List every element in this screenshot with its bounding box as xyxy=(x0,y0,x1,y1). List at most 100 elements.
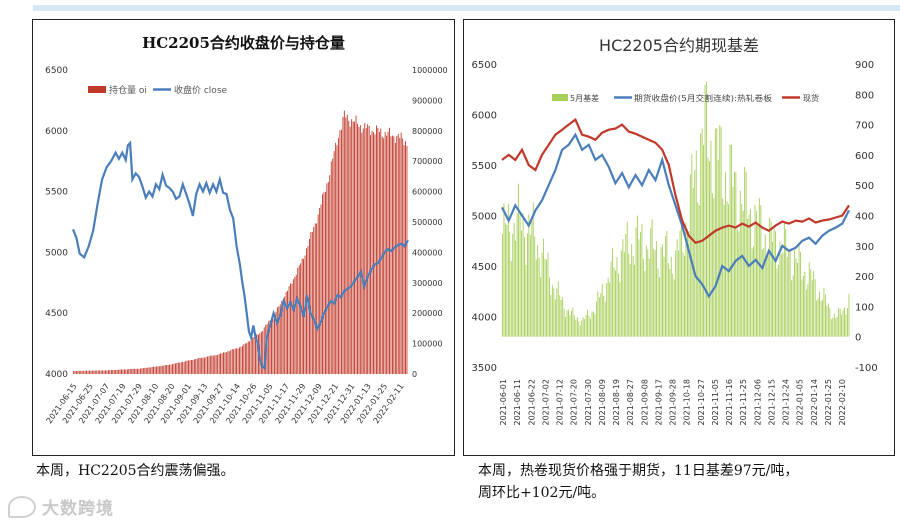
basis-bar xyxy=(819,291,820,337)
basis-bar xyxy=(566,310,568,337)
oi-bar xyxy=(313,227,315,374)
basis-bar xyxy=(758,198,760,337)
basis-bar xyxy=(573,315,575,337)
basis-bar xyxy=(594,314,596,337)
oi-bar xyxy=(240,346,242,374)
basis-bar xyxy=(731,144,732,337)
oi-bar xyxy=(212,355,214,374)
basis-bar xyxy=(783,221,785,337)
x-tick-label: 2021-07-02 xyxy=(541,379,550,426)
oi-bar xyxy=(374,134,376,374)
basis-bar xyxy=(620,250,622,337)
basis-bar xyxy=(569,315,571,337)
oi-bar xyxy=(151,367,153,374)
basis-bar xyxy=(565,317,566,337)
y-right-tick-label: 200000 xyxy=(412,309,443,318)
basis-bar xyxy=(584,319,586,337)
oi-bar xyxy=(275,311,277,374)
basis-bar xyxy=(804,271,806,337)
y-left-tick-label: 4000 xyxy=(472,313,497,324)
y-right-tick-label: 1000000 xyxy=(412,66,448,75)
oi-bar xyxy=(118,369,120,374)
basis-bar xyxy=(766,257,768,337)
oi-bar xyxy=(106,370,108,374)
y-right-tick-label: 700000 xyxy=(412,157,443,166)
basis-bar xyxy=(591,311,593,337)
oi-bar xyxy=(386,135,388,374)
basis-bar xyxy=(597,291,599,337)
oi-bar xyxy=(126,369,128,374)
oi-bar xyxy=(121,369,122,374)
oi-bar xyxy=(361,132,363,374)
basis-bar xyxy=(761,249,763,337)
basis-bar xyxy=(609,282,611,337)
basis-bar xyxy=(503,203,505,337)
y-right-tick-label: 400 xyxy=(855,212,874,223)
basis-bar xyxy=(623,252,625,337)
basis-bar xyxy=(613,267,615,337)
y-right-tick-label: 600 xyxy=(855,151,874,162)
y-right-tick-label: 300000 xyxy=(412,279,443,288)
basis-bar xyxy=(625,233,627,337)
basis-bar xyxy=(590,318,591,337)
y-right-tick-label: 900 xyxy=(855,60,874,71)
watermark-text: 大数跨境 xyxy=(42,499,114,519)
y-right-tick-label: 0 xyxy=(412,370,417,379)
oi-bar xyxy=(228,351,230,374)
x-tick-label: 2021-12-24 xyxy=(782,379,791,426)
oi-bar xyxy=(278,306,280,374)
x-tick-label: 2022-01-14 xyxy=(810,379,819,426)
oi-bar xyxy=(224,352,226,374)
basis-bar xyxy=(847,308,848,337)
basis-bar xyxy=(572,307,574,337)
basis-bar xyxy=(513,222,515,337)
basis-bar xyxy=(845,314,847,337)
basis-bar xyxy=(541,252,543,337)
basis-bar xyxy=(559,295,561,337)
basis-bar xyxy=(734,171,735,337)
basis-bar xyxy=(706,81,707,337)
oi-bar xyxy=(243,344,245,374)
futures-price-line xyxy=(501,132,850,299)
oi-bar xyxy=(83,370,85,374)
oi-bar xyxy=(128,369,130,374)
oi-bar xyxy=(319,207,321,374)
oi-bar xyxy=(242,346,243,374)
y-right-tick-label: 400000 xyxy=(412,248,443,257)
oi-bar xyxy=(246,343,248,374)
oi-bar xyxy=(205,357,207,374)
basis-bar xyxy=(745,171,747,337)
basis-bar xyxy=(619,282,621,337)
oi-bar xyxy=(338,137,339,374)
basis-bar xyxy=(622,239,624,337)
oi-bar xyxy=(134,368,136,374)
oi-bar xyxy=(351,119,353,374)
oi-bar xyxy=(256,334,258,374)
oi-bar xyxy=(211,355,213,374)
oi-bar xyxy=(406,145,408,374)
basis-bar xyxy=(656,241,657,337)
basis-bar xyxy=(588,315,590,337)
oi-bar xyxy=(311,232,313,374)
basis-bar xyxy=(543,238,544,337)
basis-bar xyxy=(547,252,549,337)
basis-bar xyxy=(729,144,731,337)
oi-bar xyxy=(301,258,303,374)
basis-bar xyxy=(711,193,713,337)
oi-bar xyxy=(287,290,288,374)
basis-bar xyxy=(832,317,834,337)
basis-bar xyxy=(676,239,678,337)
y-left-tick-label: 5000 xyxy=(45,248,68,258)
basis-chart: 6500600055005000450040003500900800700600… xyxy=(472,60,878,426)
basis-bar xyxy=(688,231,690,337)
close-price-line xyxy=(71,140,409,370)
oi-bar xyxy=(81,370,83,374)
oi-bar xyxy=(192,360,194,374)
basis-bar xyxy=(835,318,837,337)
oi-bar xyxy=(335,142,337,374)
oi-bar xyxy=(276,307,278,374)
basis-bar xyxy=(637,215,638,337)
oi-bar xyxy=(342,116,344,375)
oi-bar xyxy=(137,368,138,374)
oi-bar xyxy=(125,369,127,374)
